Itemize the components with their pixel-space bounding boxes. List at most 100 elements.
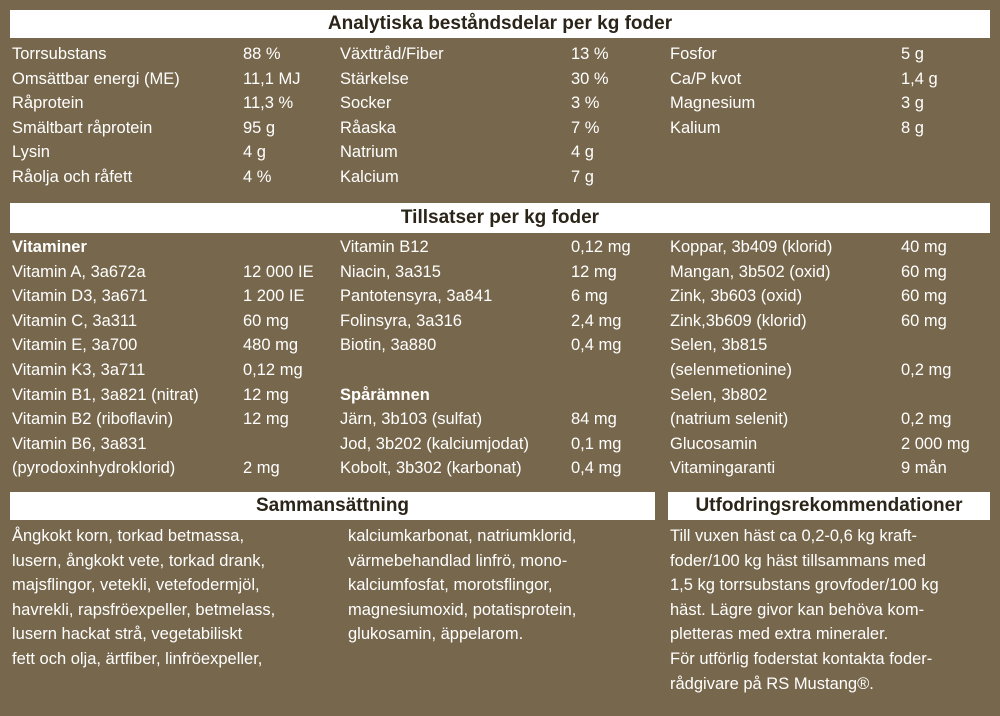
row: Vitamin C, 3a311 60 mg (12, 309, 340, 334)
row-label: Biotin, 3a880 (340, 336, 437, 355)
row: Kobolt, 3b302 (karbonat) 0,4 mg (340, 456, 668, 481)
row: Omsättbar energi (ME) 11,1 MJ (12, 67, 340, 92)
row-label: Jod, 3b202 (kalciumjodat) (340, 434, 529, 453)
row-value: 8 g (901, 118, 924, 137)
row: Kalcium 7 g (340, 165, 668, 190)
row: Ca/P kvot 1,4 g (670, 67, 998, 92)
row-value: 2,4 mg (571, 311, 622, 330)
row-value: 13 % (571, 45, 609, 63)
row-value: 60 mg (901, 311, 947, 330)
column: Torrsubstans 88 % Omsättbar energi (ME) 11,… (12, 42, 340, 190)
row-label: Magnesium (670, 94, 756, 113)
text-line: Till vuxen häst ca 0,2-0,6 kg kraft- (670, 527, 917, 545)
row-label: Råaska (340, 118, 396, 137)
row-label: Stärkelse (340, 69, 409, 88)
row-value: 3 % (571, 94, 600, 113)
row: Stärkelse 30 % (340, 67, 668, 92)
composition-column: kalciumkarbonat, natriumklorid, värmebeha… (348, 524, 576, 647)
row: Natrium 4 g (340, 140, 668, 165)
composition-column: Ångkokt korn, torkad betmassa, lusern, ån… (12, 524, 275, 672)
row-label: Smältbart råprotein (12, 118, 153, 137)
row-label: Vitamingaranti (670, 459, 776, 478)
row: Råprotein 11,3 % (12, 91, 340, 116)
row: Råolja och råfett 4 % (12, 165, 340, 190)
row: (pyrodoxinhydroklorid) 2 mg (12, 456, 340, 481)
group-heading: Vitaminer (12, 238, 87, 256)
row-label: Vitamin K3, 3a711 (12, 360, 146, 379)
row-value: 12 mg (243, 410, 289, 429)
row-value: 9 mån (901, 459, 947, 478)
section-header: Tillsatser per kg foder (10, 203, 990, 233)
row-label: Zink, 3b603 (oxid) (670, 287, 803, 306)
text-line: fett och olja, ärtfiber, linfröexpeller, (12, 649, 263, 668)
row-value: 88 % (243, 45, 281, 63)
row: Vitamin E, 3a700 480 mg (12, 333, 340, 358)
row-value: 2 mg (243, 459, 280, 478)
row: Selen, 3b815 (670, 333, 998, 358)
group: Vitaminer Vitamin A, 3a672a 12 000 IE Vitam… (12, 235, 340, 481)
row: Vitamin B1, 3a821 (nitrat) 12 mg (12, 383, 340, 408)
row: Vitamin D3, 3a671 1 200 IE (12, 284, 340, 309)
row-label: Selen, 3b815 (670, 336, 768, 355)
column: Vitaminer Vitamin A, 3a672a 12 000 IE Vitam… (12, 235, 340, 481)
row: Vitamin B2 (riboflavin) 12 mg (12, 407, 340, 432)
row-value: 84 mg (571, 410, 617, 429)
row-value: 12 000 IE (243, 262, 314, 281)
row-value: 12 mg (571, 262, 617, 281)
row-label: Torrsubstans (12, 45, 107, 63)
row-value: 11,1 MJ (243, 69, 301, 88)
row-label: Kalium (670, 118, 721, 137)
row-label: Selen, 3b802 (670, 385, 768, 404)
row-value: 0,2 mg (901, 410, 952, 429)
text-line: foder/100 kg häst tillsammans med (670, 551, 926, 570)
row-value: 60 mg (901, 262, 947, 281)
row-value: 0,2 mg (901, 360, 952, 379)
row: Torrsubstans 88 % (12, 42, 340, 67)
row-label: (natrium selenit) (670, 410, 789, 429)
section-header: Analytiska beståndsdelar per kg foder (10, 10, 990, 38)
row: Folinsyra, 3a316 2,4 mg (340, 309, 668, 334)
row-value: 7 % (571, 118, 600, 137)
group: Torrsubstans 88 % Omsättbar energi (ME) 11,… (12, 42, 340, 190)
recommendation-text: Till vuxen häst ca 0,2-0,6 kg kraft-fode… (670, 524, 939, 696)
row-value: 0,4 mg (571, 459, 622, 478)
row-value: 0,12 mg (571, 238, 631, 256)
group-heading: Spårämnen (340, 385, 430, 404)
row-value: 2 000 mg (901, 434, 970, 453)
row: Glucosamin 2 000 mg (670, 432, 998, 457)
row-value: 30 % (571, 69, 609, 88)
row-label: Vitamin C, 3a311 (12, 311, 138, 330)
row-label: Vitamin B2 (riboflavin) (12, 410, 174, 429)
row-value: 1,4 g (901, 69, 938, 88)
row: Råaska 7 % (340, 116, 668, 141)
row-label: Natrium (340, 143, 398, 162)
row: Lysin 4 g (12, 140, 340, 165)
row-label: Koppar, 3b409 (klorid) (670, 238, 833, 256)
row-value: 7 g (571, 167, 594, 186)
row: Mangan, 3b502 (oxid) 60 mg (670, 260, 998, 285)
row-label: Glucosamin (670, 434, 758, 453)
row-label: Råolja och råfett (12, 167, 133, 186)
text-line: kalciumfosfat, morotsflingor, (348, 576, 553, 595)
row-label: Socker (340, 94, 392, 113)
text-line: häst. Lägre givor kan behöva kom- (670, 600, 925, 619)
row: Växttråd/Fiber 13 % (340, 42, 668, 67)
group: Växttråd/Fiber 13 % Stärkelse 30 % Socker 3 %… (340, 42, 668, 190)
row: Vitamin B12 0,12 mg (340, 235, 668, 260)
text-line: magnesiumoxid, potatisprotein, (348, 600, 577, 619)
row-label: Mangan, 3b502 (oxid) (670, 262, 831, 281)
row-label: Vitamin B1, 3a821 (nitrat) (12, 385, 199, 404)
row: Socker 3 % (340, 91, 668, 116)
row-label: Folinsyra, 3a316 (340, 311, 462, 330)
column: Fosfor 5 g Ca/P kvot 1,4 g Magnesium 3 g Kaliu… (670, 42, 998, 140)
text-line: Ångkokt korn, torkad betmassa, (12, 527, 245, 545)
text-line: majsflingor, vetekli, vetefodermjöl, (12, 576, 260, 595)
text-line: rådgivare på RS Mustang®. (670, 674, 874, 693)
row: Vitamingaranti 9 mån (670, 456, 998, 481)
row-label: Niacin, 3a315 (340, 262, 441, 281)
row-value: 11,3 % (243, 94, 294, 113)
column: Koppar, 3b409 (klorid) 40 mg Mangan, 3b502… (670, 235, 998, 481)
row-label: Vitamin A, 3a672a (12, 262, 146, 281)
row-label: Kobolt, 3b302 (karbonat) (340, 459, 522, 478)
row: Pantotensyra, 3a841 6 mg (340, 284, 668, 309)
